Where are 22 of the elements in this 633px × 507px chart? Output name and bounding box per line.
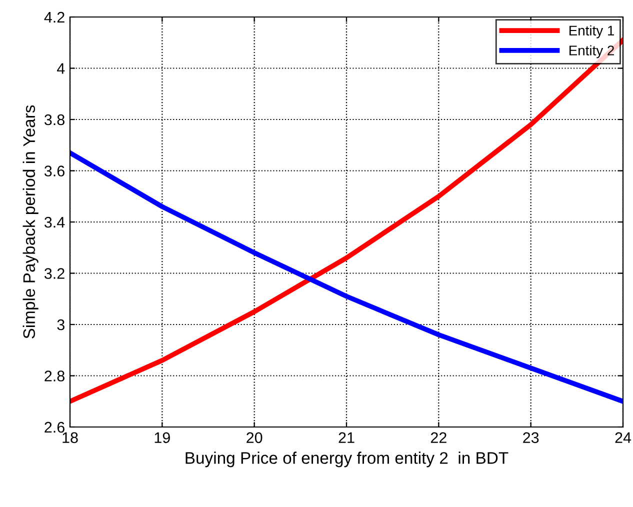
y-tick-label: 3.8 [44, 114, 64, 126]
x-tick-label: 22 [430, 432, 446, 443]
x-tick-label: 18 [62, 432, 78, 444]
legend-label: Entity 2 [569, 45, 614, 58]
y-axis-title: Simple Payback period in Years [22, 105, 38, 338]
legend-label: Entity 1 [569, 25, 614, 38]
line-series [70, 150, 623, 404]
y-tick-label: 3.4 [44, 216, 65, 228]
line-series [70, 38, 623, 404]
x-tick-label: 23 [523, 432, 539, 444]
y-tick-label: 3.6 [44, 166, 64, 176]
x-axis-title: Buying Price of energy from entity 2 in BDT [186, 452, 508, 468]
y-tick-label: 4.2 [44, 12, 64, 23]
y-tick-label: 4 [56, 63, 65, 74]
y-tick-label: 2.6 [44, 422, 64, 433]
y-tick-label: 3.2 [44, 268, 64, 279]
x-tick-label: 19 [154, 432, 170, 444]
x-tick-label: 21 [338, 432, 354, 443]
x-tick-label: 24 [615, 432, 632, 443]
y-tick-label: 3 [57, 319, 64, 330]
x-tick-label: 20 [246, 432, 262, 444]
y-tick-label: 2.8 [44, 370, 64, 382]
